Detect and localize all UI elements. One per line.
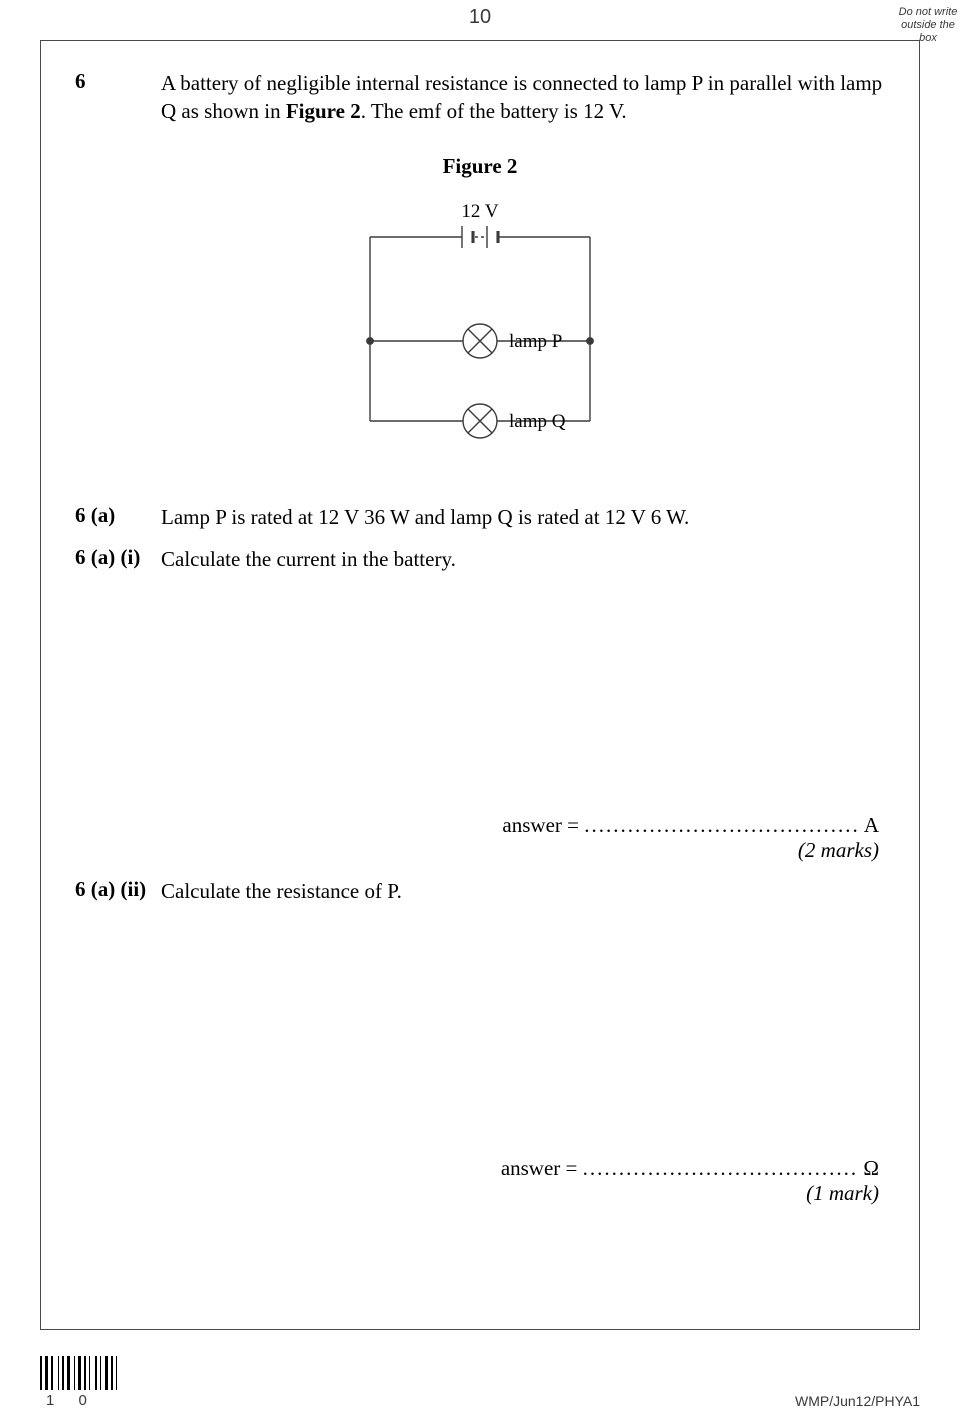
q6aii-text: Calculate the resistance of P. (161, 877, 402, 905)
q6-text-post: . The emf of the battery is 12 V. (361, 99, 627, 123)
margin-note-l3: box (919, 32, 937, 44)
q6-row: 6 A battery of negligible internal resis… (75, 69, 885, 126)
page-number: 10 (469, 6, 491, 29)
exam-page: 10 Do not write outside the box 6 A batt… (0, 0, 960, 1421)
circuit-diagram: 12 V lamp P lamp Q (330, 191, 630, 491)
q6-number: 6 (75, 69, 161, 94)
figure-caption: Figure 2 (75, 154, 885, 179)
margin-note-l2: outside the (901, 19, 955, 31)
q6aii-marks: (1 mark) (75, 1181, 885, 1206)
q6ai-row: 6 (a) (i) Calculate the current in the b… (75, 545, 885, 573)
svg-text:lamp Q: lamp Q (509, 411, 566, 432)
answer-dots: ...................................... (583, 1156, 859, 1180)
answer-prefix: answer = (502, 813, 584, 837)
q6a-text: Lamp P is rated at 12 V 36 W and lamp Q … (161, 503, 689, 531)
q6a-row: 6 (a) Lamp P is rated at 12 V 36 W and l… (75, 503, 885, 531)
barcode-wrap: 1 0 (40, 1356, 120, 1409)
top-row: 10 Do not write outside the box (40, 0, 920, 40)
barcode-label: 1 0 (46, 1392, 97, 1409)
q6ai-marks: (2 marks) (75, 838, 885, 863)
answer-unit: A (860, 813, 879, 837)
q6ai-text: Calculate the current in the battery. (161, 545, 456, 573)
footer-doc-code: WMP/Jun12/PHYA1 (795, 1393, 920, 1409)
q6aii-row: 6 (a) (ii) Calculate the resistance of P… (75, 877, 885, 905)
question-box: 6 A battery of negligible internal resis… (40, 40, 920, 1330)
q6a-number: 6 (a) (75, 503, 161, 528)
q6-figure-ref: Figure 2 (286, 99, 361, 123)
svg-text:lamp P: lamp P (509, 331, 562, 352)
svg-text:12 V: 12 V (461, 201, 498, 222)
barcode-icon (40, 1356, 120, 1390)
figure-wrap: 12 V lamp P lamp Q (75, 191, 885, 491)
answer-unit: Ω (858, 1156, 879, 1180)
q6aii-answer: answer = ...............................… (75, 1156, 885, 1181)
margin-note-l1: Do not write (899, 6, 958, 18)
page-footer: 1 0 WMP/Jun12/PHYA1 (40, 1356, 920, 1409)
q6aii-number: 6 (a) (ii) (75, 877, 161, 902)
q6ai-number: 6 (a) (i) (75, 545, 161, 570)
answer-prefix: answer = (501, 1156, 583, 1180)
q6-text: A battery of negligible internal resista… (161, 69, 885, 126)
q6ai-answer: answer = ...............................… (75, 813, 885, 838)
answer-dots: ...................................... (584, 813, 860, 837)
